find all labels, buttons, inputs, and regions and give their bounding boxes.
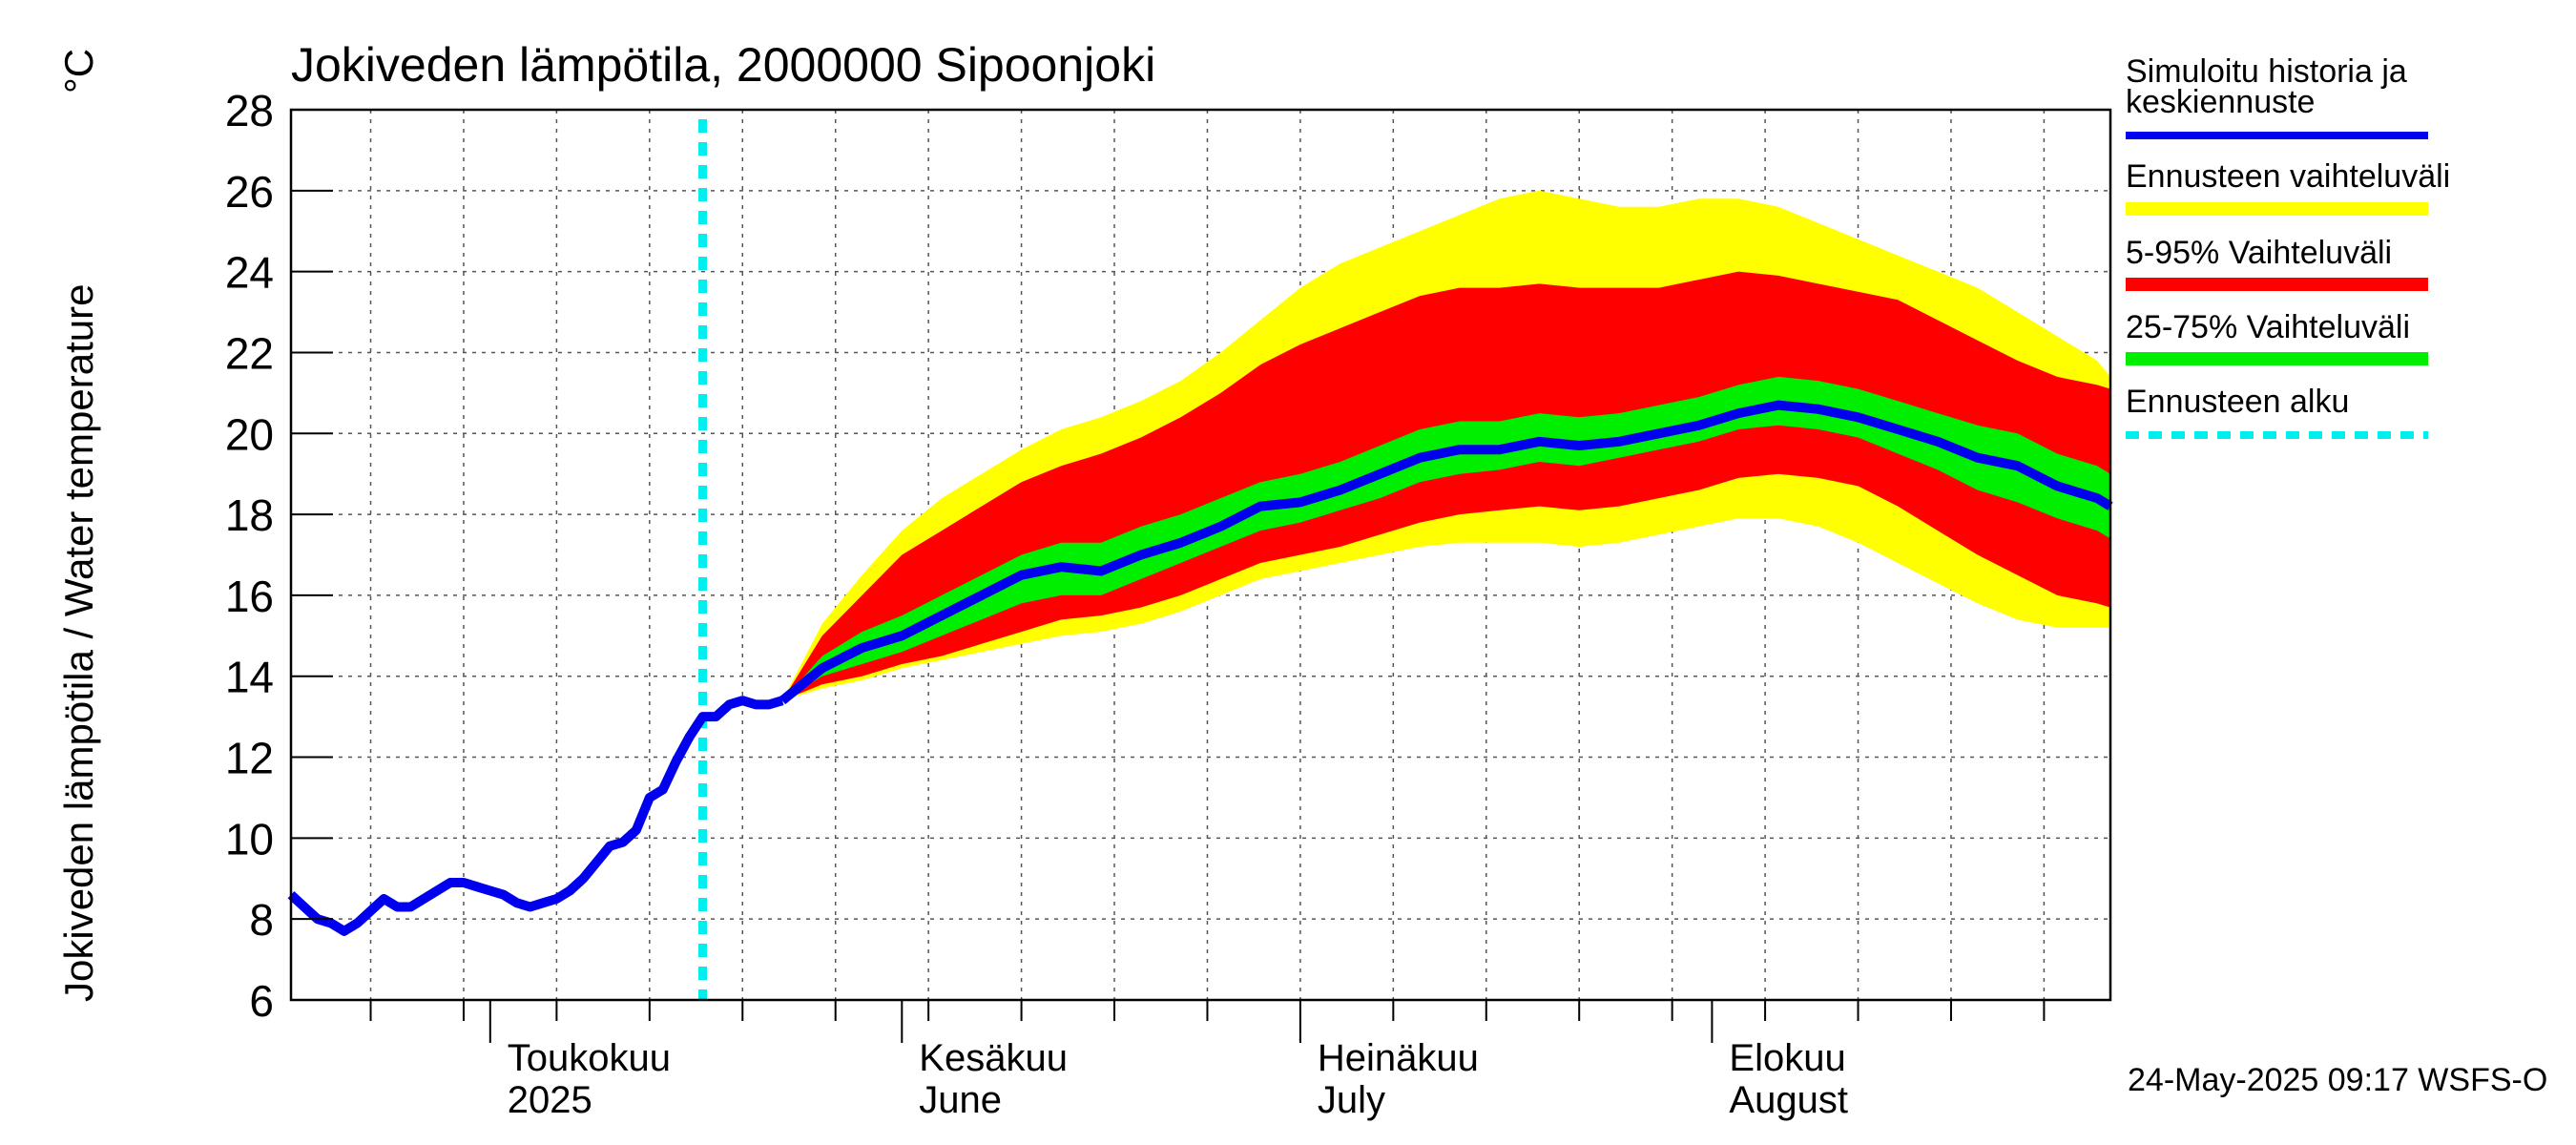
forecast-bands bbox=[782, 190, 2110, 701]
legend-label: Ennusteen vaihteluväli bbox=[2126, 158, 2450, 195]
y-axis-label: Jokiveden lämpötila / Water temperature bbox=[56, 284, 101, 1002]
legend-swatch bbox=[2126, 278, 2428, 291]
plot-frame bbox=[289, 108, 2112, 1002]
y-tick-label: 28 bbox=[225, 86, 274, 135]
legend-label: Ennusteen alku bbox=[2126, 384, 2349, 420]
legend-label: keskiennuste bbox=[2126, 84, 2315, 120]
y-tick-label: 18 bbox=[225, 490, 274, 540]
y-tick-label: 14 bbox=[225, 653, 274, 702]
month-label: Toukokuu bbox=[508, 1037, 671, 1079]
month-label: Heinäkuu bbox=[1318, 1037, 1479, 1079]
series-lines bbox=[287, 119, 2113, 1000]
y-tick-label: 22 bbox=[225, 328, 274, 378]
y-tick-label: 16 bbox=[225, 572, 274, 621]
y-tick-label: 24 bbox=[225, 248, 274, 298]
legend-label: 25-75% Vaihteluväli bbox=[2126, 309, 2410, 345]
month-label: Kesäkuu bbox=[919, 1037, 1068, 1079]
month-label-en: June bbox=[919, 1079, 1002, 1121]
month-label-en: July bbox=[1318, 1079, 1385, 1121]
month-label: Elokuu bbox=[1729, 1037, 1845, 1079]
month-label-en: 2025 bbox=[508, 1079, 592, 1121]
footer-timestamp: 24-May-2025 09:17 WSFS-O bbox=[2128, 1062, 2547, 1098]
y-axis-unit: °C bbox=[56, 49, 101, 94]
plot-border bbox=[289, 108, 2112, 1002]
month-label-en: August bbox=[1729, 1079, 1848, 1121]
legend-swatch bbox=[2126, 352, 2428, 365]
legend-swatch bbox=[2126, 202, 2428, 216]
legend-label: Simuloitu historia ja bbox=[2126, 53, 2407, 90]
y-tick-label: 20 bbox=[225, 409, 274, 459]
median-forecast-line bbox=[779, 400, 2113, 705]
y-tick-label: 12 bbox=[225, 734, 274, 783]
y-tick-label: 26 bbox=[225, 167, 274, 217]
legend-swatch bbox=[2126, 132, 2428, 139]
legend-label: 5-95% Vaihteluväli bbox=[2126, 235, 2392, 271]
y-tick-label: 6 bbox=[249, 976, 274, 1026]
chart-title: Jokiveden lämpötila, 2000000 Sipoonjoki bbox=[291, 38, 1155, 92]
y-tick-label: 10 bbox=[225, 814, 274, 864]
history-line bbox=[287, 696, 784, 936]
band-25-75 bbox=[782, 376, 2110, 701]
y-tick-label: 8 bbox=[249, 895, 274, 945]
